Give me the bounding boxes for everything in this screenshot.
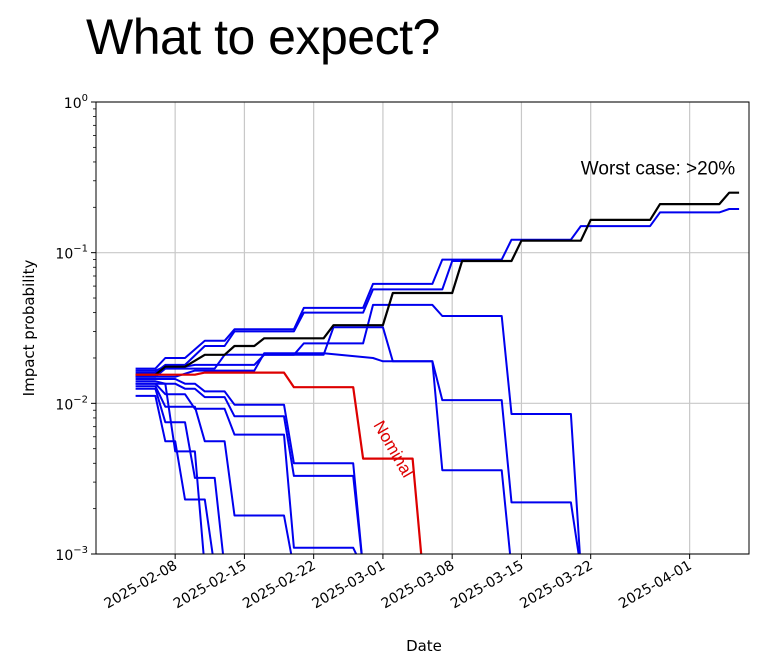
- y-tick-label: 10−3: [55, 545, 88, 564]
- y-tick-label: 100: [64, 93, 88, 112]
- series-line-7: [135, 371, 423, 554]
- x-tick-label: 2025-03-15: [448, 558, 526, 613]
- x-tick-label: 2025-03-01: [309, 558, 387, 613]
- x-tick-label: 2025-02-08: [102, 558, 180, 613]
- y-tick-label: 10−1: [55, 244, 88, 263]
- x-tick-label: 2025-02-15: [171, 558, 249, 613]
- annotations: Worst case: >20% Nominal: [370, 159, 736, 481]
- plot-frame: [95, 101, 750, 555]
- worst-case-annotation: Worst case: >20%: [581, 159, 735, 180]
- slide-title: What to expect?: [86, 9, 440, 65]
- series-line-12: [135, 387, 225, 554]
- series-line-11: [135, 385, 293, 554]
- x-tick-label: 2025-04-01: [616, 558, 694, 613]
- series-line-4: [135, 303, 581, 554]
- x-tick-label: 2025-03-08: [379, 558, 457, 613]
- x-tick-label: 2025-03-22: [517, 558, 595, 613]
- nominal-annotation: Nominal: [370, 417, 418, 481]
- y-tick-label: 10−2: [55, 394, 88, 413]
- series-lines: [135, 191, 740, 554]
- series-line-14: [135, 382, 205, 554]
- series-line-3: [135, 260, 502, 374]
- x-axis-label: Date: [406, 637, 442, 655]
- x-tick-label: 2025-02-22: [240, 558, 318, 613]
- series-line-1: [135, 191, 740, 376]
- series-line-6: [135, 352, 512, 554]
- series-line-8: [135, 378, 363, 554]
- series-line-10: [135, 382, 358, 554]
- series-line-13: [135, 394, 214, 554]
- y-axis-label: Impact probability: [20, 260, 38, 397]
- series-line-2: [135, 208, 740, 370]
